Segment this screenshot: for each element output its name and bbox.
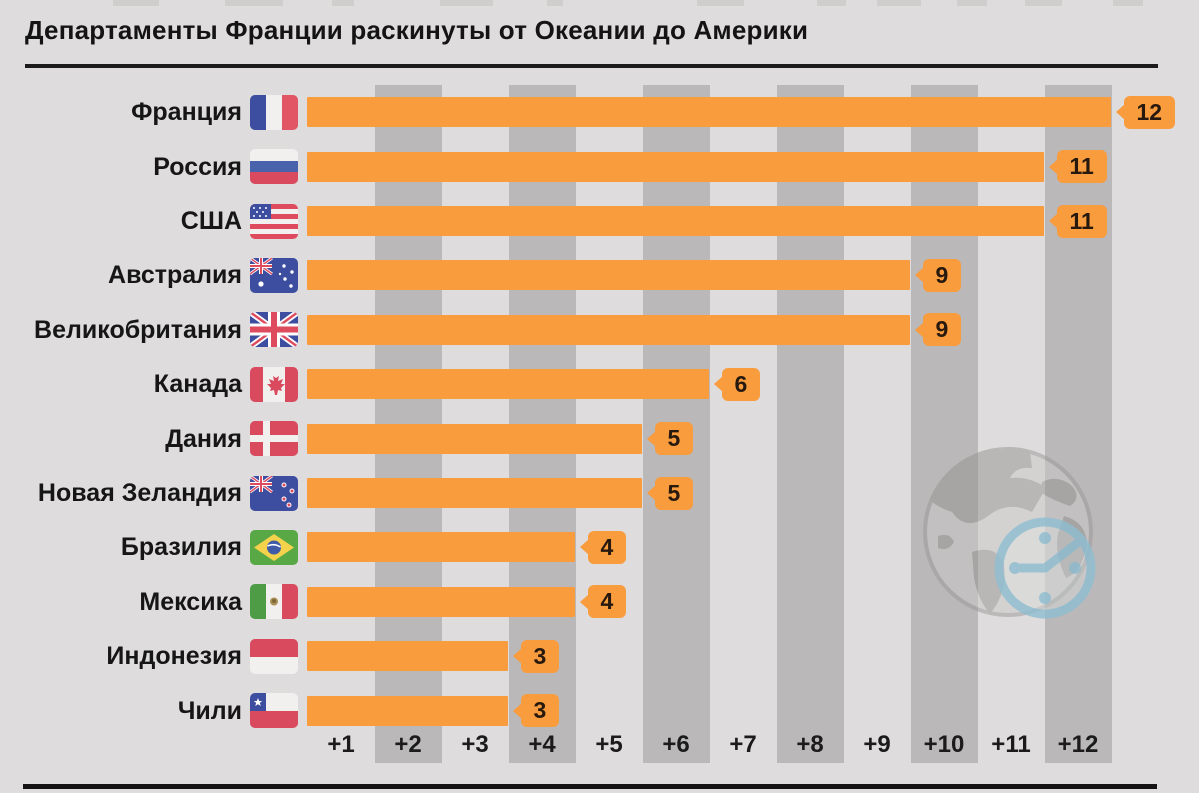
flag-indonesia-icon: [250, 638, 298, 674]
timezone-bar: [307, 369, 709, 400]
title-divider-rule: [25, 64, 1158, 68]
timezone-bar: [307, 478, 642, 508]
flag-chile-icon: [250, 693, 298, 729]
value-badge: 3: [520, 639, 560, 673]
timezone-bar: [307, 151, 1044, 182]
value-badge: 5: [654, 422, 694, 456]
column-stripe-+12: [1044, 85, 1112, 763]
cropped-glyph: [877, 0, 921, 6]
x-axis-tick: +7: [729, 731, 757, 758]
country-label: США: [180, 207, 242, 235]
x-axis-tick: +5: [595, 731, 623, 758]
timezone-bar: [307, 695, 508, 726]
value-badge: 3: [520, 694, 560, 728]
x-axis-tick: +12: [1057, 731, 1099, 758]
x-axis-tick: +2: [394, 731, 422, 758]
column-stripe-+8: [776, 85, 844, 763]
x-axis-tick: +9: [863, 731, 891, 758]
country-label: Индонезия: [106, 642, 242, 671]
country-label: Франция: [131, 98, 242, 127]
timezone-bar: [307, 423, 642, 454]
x-axis-tick: +6: [662, 731, 690, 758]
x-axis-tick: +10: [923, 731, 965, 758]
flag-france-icon: [250, 94, 298, 130]
cropped-glyph: [957, 0, 987, 6]
cropped-glyph: [440, 0, 493, 6]
country-label: Бразилия: [120, 533, 242, 562]
flag-australia-icon: [250, 257, 298, 293]
flag-canada-icon: [250, 366, 298, 402]
flag-denmark-icon: [250, 421, 298, 457]
timezone-bar: [307, 532, 575, 563]
value-badge: 5: [654, 476, 694, 510]
value-badge: 6: [721, 367, 761, 401]
country-label: Великобритания: [34, 315, 242, 344]
value-badge: 9: [922, 313, 962, 347]
flag-mexico-icon: [250, 584, 298, 620]
x-axis-tick: +3: [461, 731, 489, 758]
x-axis-tick: +8: [796, 731, 824, 758]
value-badge: 12: [1123, 95, 1176, 129]
value-badge: 4: [587, 530, 627, 564]
bottom-rule: [23, 784, 1157, 789]
cropped-glyph: [697, 0, 744, 6]
timezone-bar: [307, 206, 1044, 236]
cropped-glyph: [1025, 0, 1062, 6]
cropped-glyph: [1113, 0, 1143, 6]
flag-russia-icon: [250, 149, 298, 185]
cropped-glyph: [225, 0, 283, 6]
cropped-glyph: [817, 0, 846, 6]
cropped-glyph: [332, 0, 354, 6]
timezone-bar: [307, 586, 575, 617]
country-label: Австралия: [108, 261, 242, 290]
value-badge: 11: [1056, 204, 1107, 238]
chart-title: Департаменты Франции раскинуты от Океани…: [25, 15, 809, 45]
timezone-bar: [307, 314, 910, 345]
country-label: Дания: [165, 424, 242, 453]
x-axis-tick: +11: [991, 731, 1031, 758]
x-axis-tick: +4: [528, 731, 556, 758]
timezone-bar: [307, 260, 910, 291]
flag-new-zealand-icon: [250, 475, 298, 511]
country-label: Канада: [153, 370, 242, 399]
timezone-bar: [307, 97, 1111, 128]
country-label: Чили: [177, 696, 242, 725]
country-label: Россия: [153, 152, 242, 181]
country-label: Новая Зеландия: [37, 479, 242, 507]
column-stripe-+10: [910, 85, 978, 763]
value-badge: 9: [922, 258, 962, 292]
value-badge: 11: [1056, 150, 1107, 184]
timezone-bar: [307, 641, 508, 672]
flag-uk-icon: [250, 312, 298, 348]
country-label: Мексика: [139, 587, 242, 616]
cropped-glyph: [113, 0, 159, 6]
flag-usa-icon: [250, 203, 298, 239]
flag-brazil-icon: [250, 529, 298, 565]
cropped-glyph: [547, 0, 563, 6]
x-axis-tick: +1: [327, 731, 355, 758]
value-badge: 4: [587, 585, 627, 619]
